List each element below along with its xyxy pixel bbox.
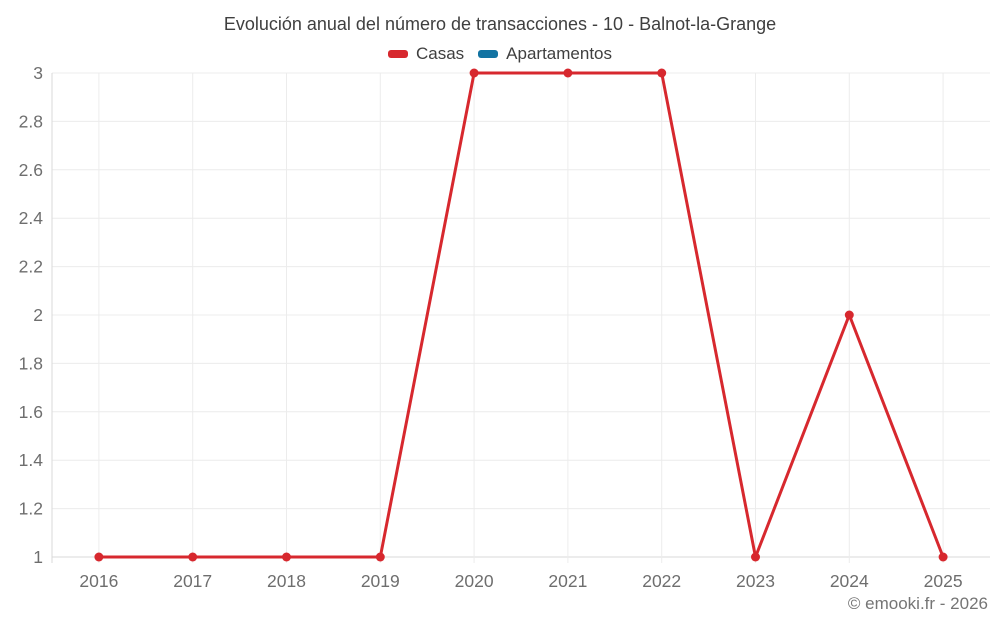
x-axis-tick-label: 2021 <box>548 571 587 591</box>
apartamentos-series-swatch-icon <box>478 50 499 58</box>
data-point-marker[interactable] <box>657 68 667 78</box>
x-axis-tick-label: 2016 <box>79 571 118 591</box>
data-point-marker[interactable] <box>469 68 479 78</box>
data-point-marker[interactable] <box>844 310 854 320</box>
y-axis-tick-label: 2.8 <box>19 111 43 131</box>
chart-title: Evolución anual del número de transaccio… <box>223 14 777 34</box>
casas-series-swatch-icon <box>387 50 408 58</box>
y-axis-tick-label: 1.6 <box>19 402 43 422</box>
y-axis-tick-label: 2.4 <box>19 208 44 228</box>
legend-label-apartamentos: Apartamentos <box>506 44 613 63</box>
y-axis-tick-label: 1.8 <box>19 353 43 373</box>
y-axis-tick-label: 2.6 <box>19 160 43 180</box>
y-axis-tick-label: 1.4 <box>19 450 44 470</box>
x-axis-tick-label: 2023 <box>736 571 775 591</box>
legend-label-casas: Casas <box>415 44 465 63</box>
x-axis-tick-label: 2025 <box>924 571 963 591</box>
y-axis-tick-label: 1.2 <box>19 499 43 519</box>
data-point-marker[interactable] <box>282 552 291 562</box>
y-axis-tick-label: 2 <box>33 305 43 325</box>
x-axis-tick-label: 2020 <box>455 571 494 591</box>
chart-legend: Casas Apartamentos <box>0 45 1000 63</box>
x-axis-tick-label: 2017 <box>173 571 212 591</box>
data-point-marker[interactable] <box>751 552 760 562</box>
series-line-casas <box>97 71 945 559</box>
data-point-marker[interactable] <box>188 552 198 562</box>
x-axis-tick-label: 2019 <box>361 571 400 591</box>
x-axis-tick-label: 2022 <box>642 571 681 591</box>
data-point-marker[interactable] <box>375 552 385 562</box>
data-point-marker[interactable] <box>563 68 573 78</box>
x-axis-tick-label: 2024 <box>830 571 869 591</box>
legend-item-casas[interactable]: Casas <box>387 44 465 63</box>
y-axis-tick-label: 2.2 <box>19 257 43 277</box>
watermark-credit: © emooki.fr - 2026 <box>847 594 988 613</box>
data-point-marker[interactable] <box>938 552 948 562</box>
y-axis-tick-label: 3 <box>33 63 43 83</box>
y-axis-tick-label: 1 <box>33 547 43 567</box>
data-point-marker[interactable] <box>94 552 104 562</box>
legend-item-apartamentos[interactable]: Apartamentos <box>478 45 612 63</box>
x-axis-tick-label: 2018 <box>267 571 306 591</box>
